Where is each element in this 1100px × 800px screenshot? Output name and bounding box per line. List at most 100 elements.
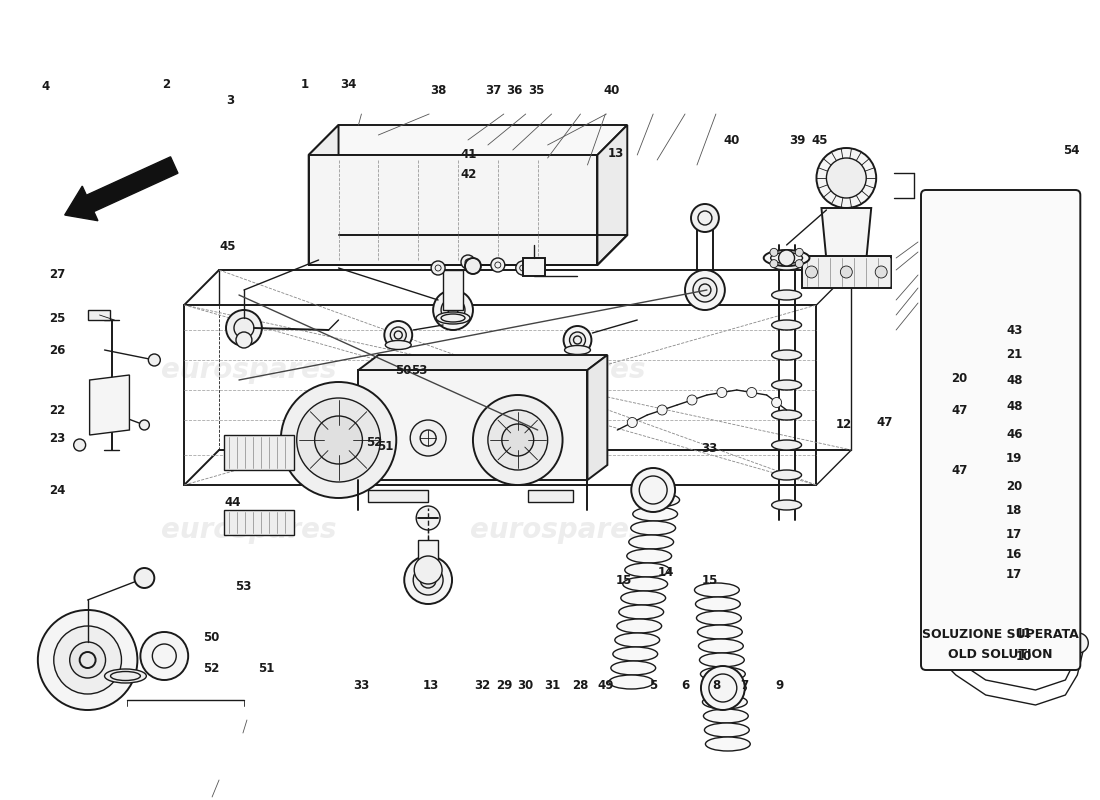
Text: 52: 52 bbox=[366, 436, 383, 449]
Circle shape bbox=[701, 666, 745, 710]
FancyBboxPatch shape bbox=[921, 190, 1080, 670]
Ellipse shape bbox=[613, 647, 658, 661]
Ellipse shape bbox=[772, 440, 802, 450]
Text: 29: 29 bbox=[496, 679, 512, 692]
Circle shape bbox=[570, 332, 585, 348]
Text: 16: 16 bbox=[1006, 548, 1022, 561]
Circle shape bbox=[491, 258, 505, 272]
Circle shape bbox=[390, 327, 406, 343]
Text: 30: 30 bbox=[518, 679, 534, 692]
Text: 11: 11 bbox=[1016, 627, 1032, 640]
Text: 49: 49 bbox=[597, 679, 614, 692]
Polygon shape bbox=[309, 125, 339, 265]
Text: 6: 6 bbox=[682, 679, 690, 692]
Polygon shape bbox=[359, 355, 607, 370]
Text: 21: 21 bbox=[1006, 348, 1022, 361]
Text: 50: 50 bbox=[395, 364, 411, 377]
Text: 10: 10 bbox=[1016, 650, 1032, 662]
Text: 44: 44 bbox=[224, 496, 241, 509]
Text: 54: 54 bbox=[1063, 144, 1079, 157]
Text: 17: 17 bbox=[1006, 568, 1022, 581]
Circle shape bbox=[461, 255, 475, 269]
Ellipse shape bbox=[700, 653, 745, 667]
Text: 12: 12 bbox=[835, 418, 851, 430]
Ellipse shape bbox=[958, 415, 983, 425]
Circle shape bbox=[691, 204, 719, 232]
Ellipse shape bbox=[701, 667, 746, 681]
Circle shape bbox=[226, 310, 262, 346]
Ellipse shape bbox=[617, 619, 661, 633]
Circle shape bbox=[74, 439, 86, 451]
Circle shape bbox=[37, 610, 138, 710]
Circle shape bbox=[134, 568, 154, 588]
Ellipse shape bbox=[625, 563, 670, 577]
Ellipse shape bbox=[939, 326, 960, 334]
Circle shape bbox=[805, 266, 817, 278]
Text: 15: 15 bbox=[616, 574, 632, 587]
Bar bbox=[418, 540, 438, 568]
Circle shape bbox=[384, 321, 412, 349]
Text: 35: 35 bbox=[528, 84, 544, 97]
Text: 43: 43 bbox=[1006, 324, 1022, 337]
Circle shape bbox=[826, 158, 866, 198]
Circle shape bbox=[141, 632, 188, 680]
Text: 39: 39 bbox=[789, 134, 805, 146]
Text: 45: 45 bbox=[220, 240, 236, 253]
Text: 7: 7 bbox=[740, 679, 749, 692]
Ellipse shape bbox=[615, 633, 660, 647]
Circle shape bbox=[280, 382, 396, 498]
Text: 33: 33 bbox=[353, 679, 370, 692]
Text: 20: 20 bbox=[1006, 480, 1022, 493]
Text: 5: 5 bbox=[649, 679, 657, 692]
Polygon shape bbox=[309, 155, 597, 265]
Circle shape bbox=[688, 395, 697, 405]
Text: 3: 3 bbox=[226, 94, 234, 106]
Circle shape bbox=[465, 258, 481, 274]
Text: 47: 47 bbox=[877, 416, 893, 429]
Bar bbox=[88, 310, 110, 320]
Polygon shape bbox=[89, 375, 130, 435]
Text: 36: 36 bbox=[507, 84, 522, 97]
Text: 45: 45 bbox=[811, 134, 827, 146]
Circle shape bbox=[770, 248, 778, 256]
Ellipse shape bbox=[704, 723, 749, 737]
Text: 48: 48 bbox=[1006, 400, 1023, 413]
Ellipse shape bbox=[635, 493, 680, 507]
Ellipse shape bbox=[104, 669, 146, 683]
Circle shape bbox=[795, 248, 803, 256]
Bar bbox=[522, 258, 544, 276]
Ellipse shape bbox=[763, 250, 810, 266]
Ellipse shape bbox=[958, 401, 983, 410]
Ellipse shape bbox=[564, 346, 591, 354]
Ellipse shape bbox=[772, 380, 802, 390]
Ellipse shape bbox=[939, 446, 960, 454]
Text: 46: 46 bbox=[1006, 428, 1023, 441]
Ellipse shape bbox=[703, 709, 748, 723]
Ellipse shape bbox=[627, 549, 672, 563]
Text: eurospares: eurospares bbox=[162, 516, 337, 544]
Circle shape bbox=[770, 260, 778, 268]
Circle shape bbox=[840, 266, 852, 278]
Ellipse shape bbox=[629, 535, 673, 549]
Ellipse shape bbox=[694, 583, 739, 597]
Ellipse shape bbox=[772, 500, 802, 510]
Circle shape bbox=[516, 261, 530, 275]
Text: 19: 19 bbox=[1006, 452, 1022, 465]
Ellipse shape bbox=[630, 521, 675, 535]
Polygon shape bbox=[587, 355, 607, 480]
Text: 51: 51 bbox=[377, 440, 394, 453]
Ellipse shape bbox=[436, 312, 470, 324]
Ellipse shape bbox=[772, 350, 802, 360]
Text: 33: 33 bbox=[702, 442, 718, 454]
Circle shape bbox=[140, 420, 150, 430]
Circle shape bbox=[717, 387, 727, 398]
Ellipse shape bbox=[939, 286, 960, 294]
Polygon shape bbox=[597, 125, 627, 265]
Ellipse shape bbox=[772, 320, 802, 330]
Ellipse shape bbox=[950, 226, 976, 234]
Circle shape bbox=[420, 572, 436, 588]
Text: 22: 22 bbox=[48, 404, 65, 417]
Text: 40: 40 bbox=[724, 134, 740, 146]
Circle shape bbox=[747, 387, 757, 398]
Circle shape bbox=[795, 260, 803, 268]
